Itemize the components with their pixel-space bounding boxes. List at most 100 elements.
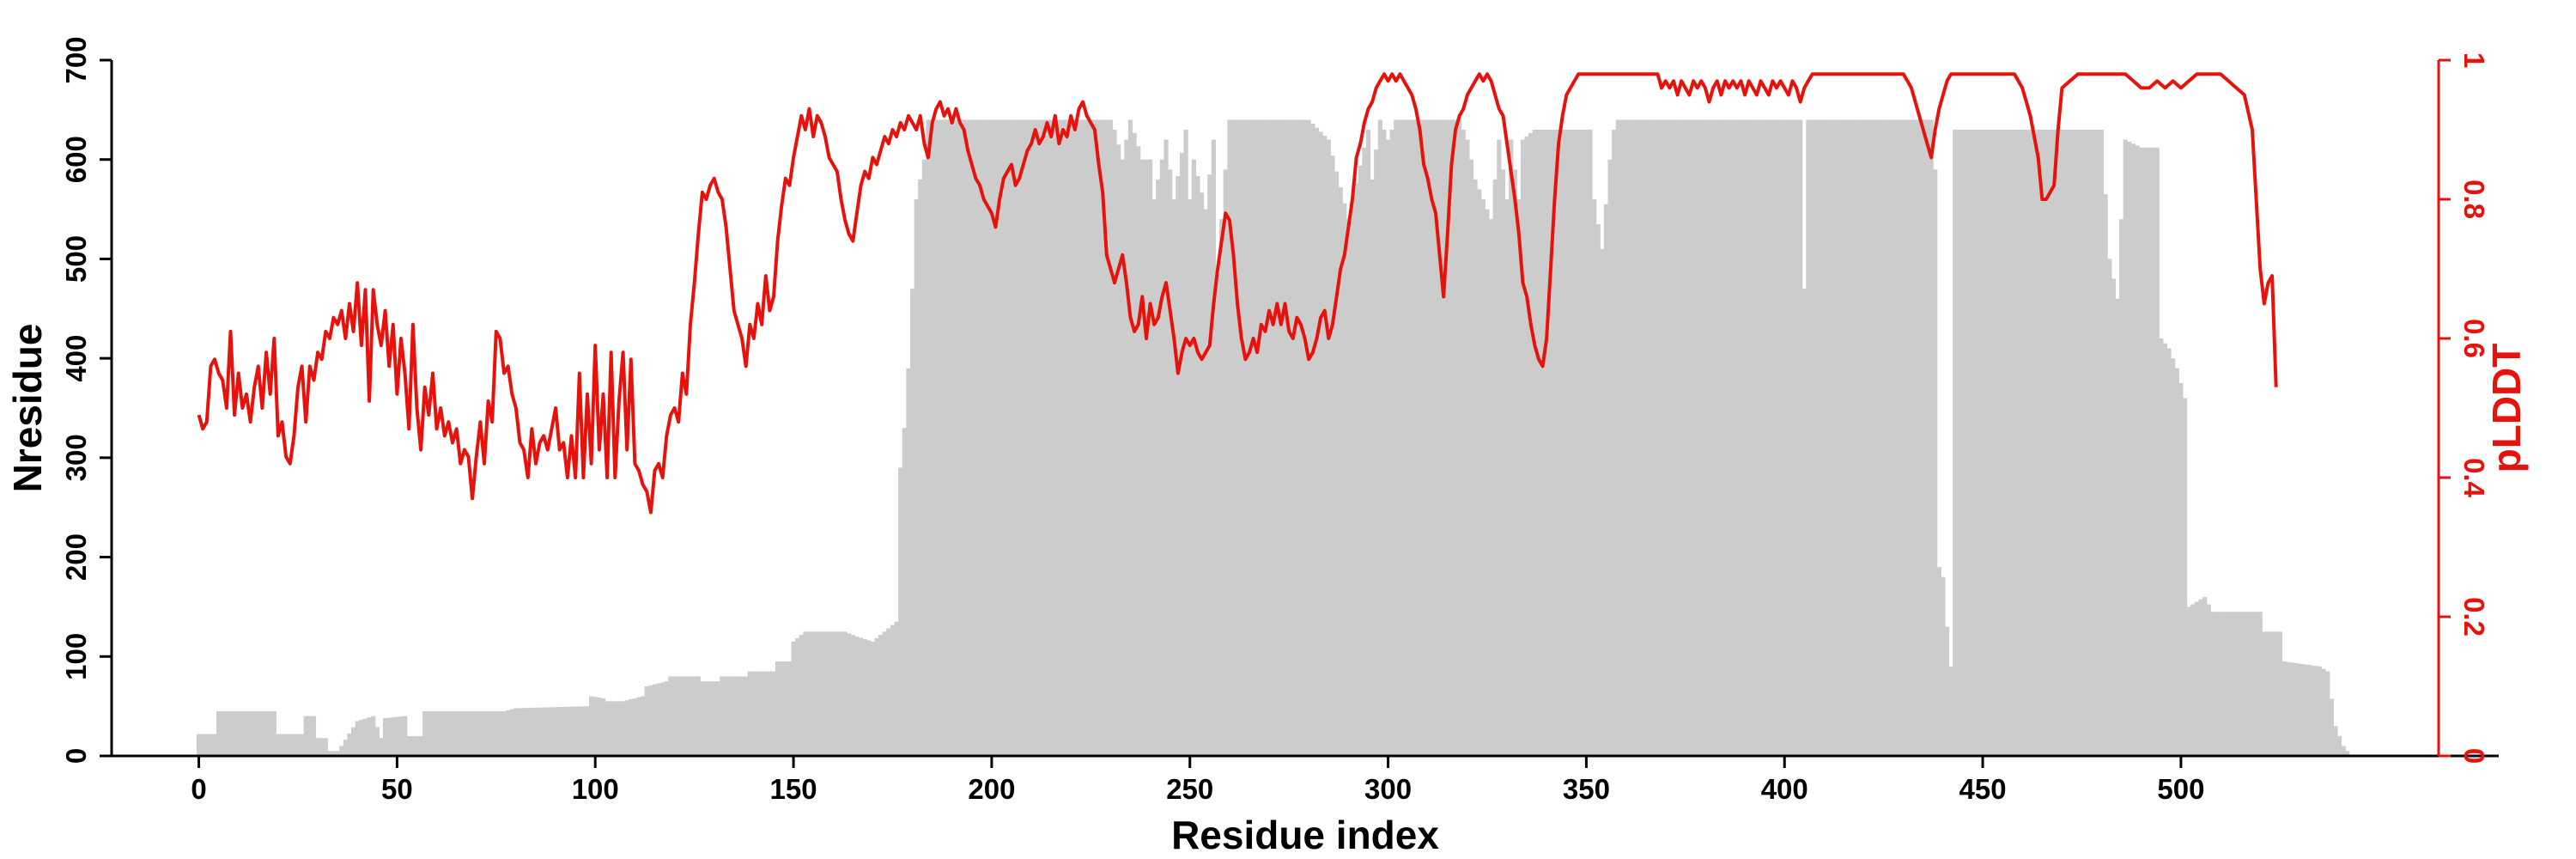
bar [775,661,781,756]
bar [1889,119,1894,756]
bar [533,707,538,756]
bar [950,119,955,756]
bar [771,671,776,756]
bar [1223,169,1228,757]
bar [632,698,638,756]
y2-tick-label: 0.4 [2458,458,2490,498]
bar [580,706,586,756]
bar [343,740,348,756]
bar [577,706,582,756]
bar [1556,130,1561,756]
bar [1429,119,1434,756]
bar [1679,119,1684,756]
bar [1314,127,1320,756]
bar [1088,119,1093,756]
bar [1076,119,1082,756]
bar [259,710,265,756]
bar [1203,209,1208,756]
bar [1850,119,1855,756]
bar [2012,130,2017,756]
bar [2162,343,2168,756]
bar [688,676,693,756]
bar [815,631,820,756]
bar [1274,119,1279,756]
bar [2285,661,2291,756]
bar [1715,119,1720,756]
bar [1199,192,1205,757]
bar [549,707,555,756]
bar [2111,278,2117,756]
bar [1683,119,1688,756]
bar [1976,130,1982,756]
bar [957,119,963,756]
bar [735,676,741,756]
bar [1009,119,1014,756]
bar [2091,130,2096,756]
bar [2016,130,2021,756]
bar [2027,130,2033,756]
bar [2000,130,2005,756]
y2-tick-label: 0 [2458,748,2490,764]
bar [2087,130,2093,756]
bar [2123,139,2128,756]
bar [641,696,646,756]
bar [323,738,328,756]
bar [1001,119,1006,756]
bar [1330,155,1335,757]
bar [2068,130,2073,756]
bar [993,119,999,756]
bar [379,738,384,756]
bar [1120,159,1125,756]
bar [1607,159,1613,756]
bar [680,676,685,756]
y-ticks-left: 0 100 200 300 400 500 600 700 [60,36,112,764]
bar [1988,130,1993,756]
bar [458,710,463,756]
bar [1465,139,1470,756]
bar [1821,119,1827,756]
bar [216,710,222,756]
bar [589,696,594,756]
bar [1686,119,1692,756]
bar [1841,119,1847,756]
bar [1100,119,1105,756]
bar [2178,383,2184,756]
bar [783,661,788,756]
bar [394,716,400,756]
bar [256,710,261,756]
bar [1453,119,1458,756]
bar [1830,119,1835,756]
bar [1227,119,1232,756]
bar [1147,159,1153,756]
bar [1242,119,1248,756]
bar [1168,169,1173,757]
bar [894,621,899,756]
bar [283,734,289,756]
bar [196,734,202,756]
x-tick-label: 450 [1959,773,2007,805]
bar [1770,119,1776,756]
bar [1291,119,1296,756]
bar [1738,119,1744,756]
bar [1497,139,1502,756]
bar [1588,130,1593,756]
bar [2008,130,2014,756]
bar [720,676,725,756]
bar [232,710,237,756]
x-tick-label: 400 [1761,773,1808,805]
bar [787,661,793,756]
bar [763,671,769,756]
bar [1528,132,1534,757]
bar [1722,119,1728,756]
bar [1826,119,1831,756]
bar [2325,671,2330,756]
bar [2174,368,2179,756]
bar [2210,612,2215,756]
bar [1382,130,1387,756]
bar [2099,130,2105,756]
bar [977,119,982,756]
bar [200,734,205,756]
bar [668,676,673,756]
bar [2147,147,2152,756]
bar [1084,119,1090,756]
